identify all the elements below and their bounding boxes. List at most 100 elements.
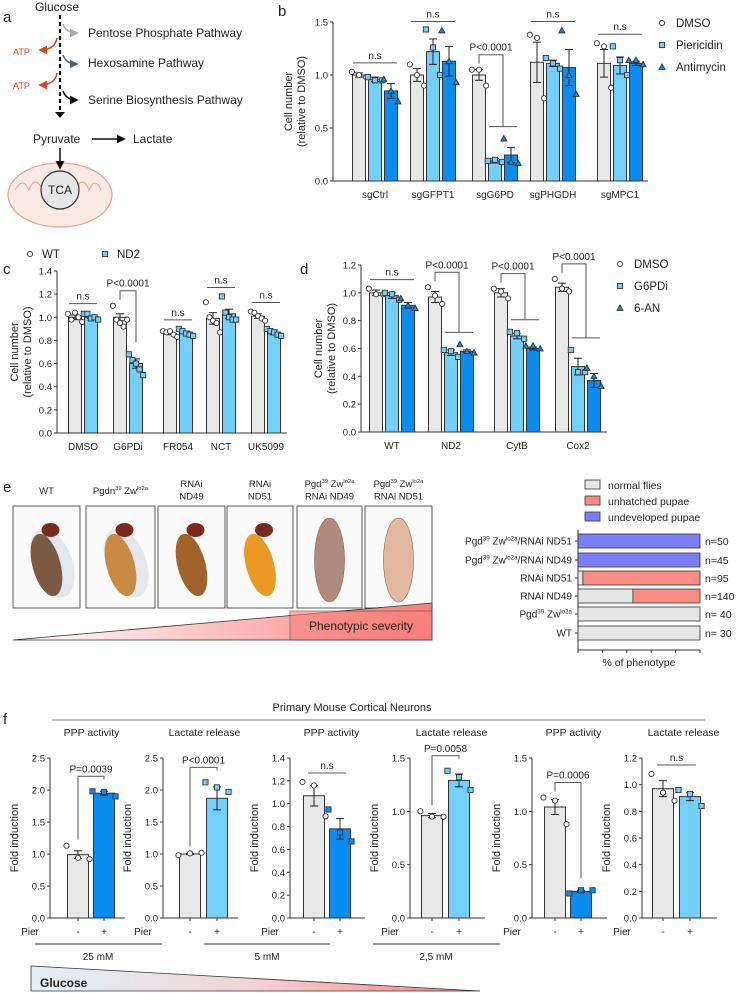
data-point-circle	[86, 856, 93, 863]
pier-sign-label: +	[101, 927, 107, 938]
bar	[426, 51, 440, 182]
data-point-square	[491, 156, 499, 163]
data-point-circle	[186, 850, 194, 857]
bar-chart-f4: 0.0 0.5 1.0 1.5 Fold induction Lactate releas…	[369, 727, 488, 938]
y-tick-label: 1.5	[392, 754, 405, 765]
pier-label: Pier	[21, 927, 39, 938]
bar-chart-f6: 0.0 0.2 0.4 0.6 0.8 1.0 1.2 Fold induction Lacta…	[601, 727, 720, 938]
data-point-circle	[593, 40, 600, 47]
data-point-circle	[566, 288, 573, 295]
significance-label: P<0.0001	[182, 755, 226, 766]
data-point-circle	[166, 328, 174, 335]
data-point-square	[84, 310, 91, 317]
data-point-circle	[79, 318, 86, 325]
data-point-circle	[505, 295, 512, 302]
legend-label: DMSO	[676, 18, 711, 30]
serine-label: Serine Biosynthesis Pathway	[88, 93, 243, 107]
significance-label: P=0.0058	[424, 744, 468, 755]
data-point-square	[388, 291, 396, 298]
data-point-square	[574, 369, 582, 376]
bar	[421, 815, 443, 919]
bar	[385, 295, 399, 433]
y-tick-label: 1.0	[39, 313, 52, 324]
y-tick-label: 0.8	[39, 336, 52, 347]
y-tick-label: 1.0	[272, 799, 285, 810]
fly-eye-icon	[115, 523, 134, 537]
photo-label: WT	[39, 486, 54, 497]
data-point-square	[129, 357, 136, 364]
bar	[546, 62, 560, 182]
y-tick-label: 1.0	[392, 807, 405, 818]
data-point-circle	[439, 300, 446, 308]
chart-title: Lactate release	[169, 727, 241, 739]
y-tick-label: 1.0	[315, 71, 328, 82]
data-point-circle	[483, 82, 490, 89]
bar	[494, 292, 508, 433]
y-axis-label-line: Fold induction	[9, 804, 21, 873]
data-point-triangle	[411, 304, 419, 311]
y-tick-label: 1.5	[32, 818, 45, 829]
y-tick-label: 2.0	[32, 786, 45, 797]
bar	[303, 795, 325, 919]
significance-bracket	[431, 755, 460, 806]
category-label: FR054	[163, 442, 193, 453]
lactate-label: Lactate	[133, 132, 173, 146]
data-point-triangle	[658, 63, 666, 70]
category-label: UK5099	[248, 442, 285, 453]
label-part: ND49	[179, 492, 203, 503]
data-point-square	[549, 60, 557, 67]
conc-label-25: 25 mM	[83, 952, 114, 963]
data-point-circle	[251, 309, 258, 316]
label-part: lo2a	[506, 536, 518, 543]
bar	[93, 792, 115, 919]
significance-bracket	[434, 271, 460, 333]
fly-eye-icon	[186, 523, 205, 537]
y-tick-label: 0.0	[624, 914, 637, 925]
significance-label: P=0.0039	[69, 764, 113, 775]
significance-label: n.s	[385, 268, 398, 279]
row-label: Pgd39​ Zwlo2a​/RNAi ND51	[465, 536, 572, 548]
pier-label: Pier	[613, 927, 631, 938]
data-point-circle	[63, 842, 70, 849]
label-part: lo2a	[137, 486, 149, 492]
category-label: sgMPC1	[601, 190, 640, 201]
y-axis-label-line: (relative to DMSO)	[22, 306, 34, 397]
data-point-square	[658, 41, 666, 49]
glycolysis-arrowhead	[55, 112, 65, 118]
fly-eye-icon	[255, 523, 273, 537]
data-point-square	[100, 788, 108, 795]
label-part: RNAi	[249, 479, 271, 490]
data-point-square	[202, 779, 209, 786]
tca-cycle-icon	[40, 170, 80, 210]
y-tick-label: 0.8	[624, 807, 637, 818]
y-axis-label-line: (relative to DMSO)	[326, 303, 338, 394]
bar-chart-d: 0.0 0.2 0.4 0.6 0.8 1.0 1.2 Cell number(relativ…	[313, 252, 669, 452]
data-point-circle	[68, 316, 75, 323]
data-point-triangle	[452, 78, 460, 86]
data-point-triangle	[445, 57, 453, 65]
data-point-square	[609, 43, 616, 50]
legend-label: normal flies	[608, 480, 662, 492]
pier-sign-label: +	[337, 927, 343, 938]
data-point-triangle	[583, 364, 591, 371]
data-point-square	[225, 788, 232, 795]
bar	[67, 854, 89, 919]
bar	[629, 62, 643, 182]
label-part: lo2a	[343, 479, 355, 485]
data-point-square	[589, 887, 596, 894]
data-point-square	[140, 372, 147, 379]
y-tick-label: 0.2	[343, 400, 356, 411]
significance-label: P<0.0001	[469, 43, 513, 54]
pyruvate-label: Pyruvate	[33, 132, 81, 146]
y-tick-label: 0.8	[272, 822, 285, 833]
legend-label: Piericidin	[676, 40, 723, 52]
bar	[163, 332, 177, 434]
bar	[401, 304, 415, 433]
category-label: Cox2	[566, 441, 590, 452]
pier-sign-label: +	[578, 927, 584, 938]
y-tick-label: 0.4	[343, 372, 356, 383]
y-tick-label: 0.0	[32, 914, 45, 925]
y-tick-label: 0.0	[39, 429, 52, 440]
data-point-square	[112, 793, 119, 800]
label-part: Pgd	[465, 556, 483, 567]
